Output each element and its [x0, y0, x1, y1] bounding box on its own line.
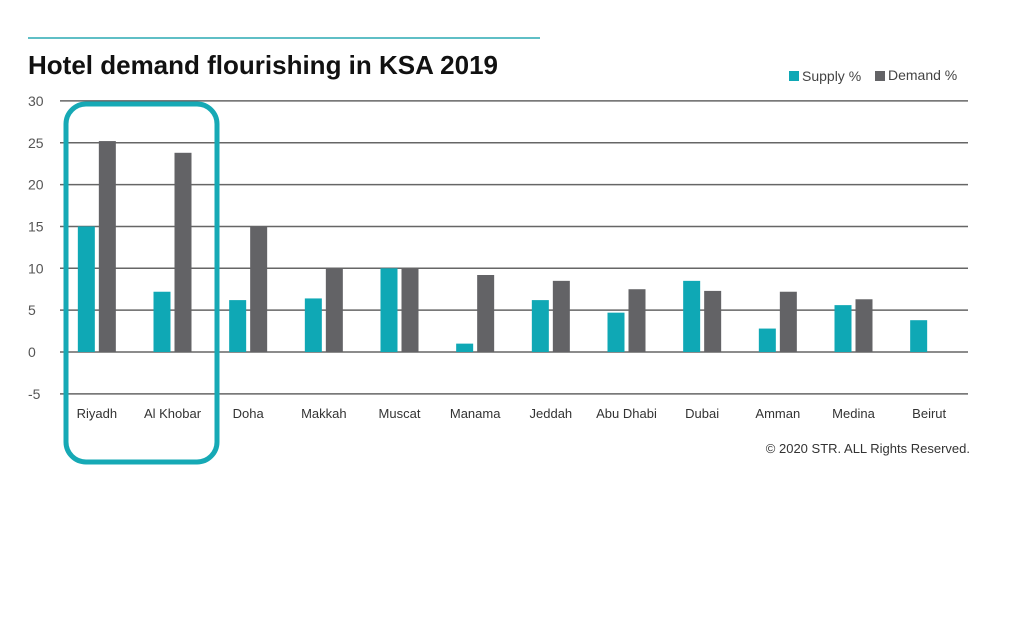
y-tick-label: 5 [28, 302, 36, 318]
bar-demand-amman [779, 291, 797, 352]
bar-supply-doha [229, 300, 247, 352]
x-tick-label: Muscat [379, 406, 421, 421]
bar-demand-medina [855, 299, 873, 352]
x-tick-label: Amman [755, 406, 800, 421]
bar-demand-abu-dhabi [628, 289, 646, 352]
x-tick-label: Abu Dhabi [596, 406, 657, 421]
x-tick-label: Al Khobar [144, 406, 202, 421]
legend-swatch-demand [875, 71, 885, 81]
bar-supply-makkah [304, 298, 322, 352]
bar-demand-jeddah [552, 280, 570, 352]
bar-supply-abu-dhabi [607, 312, 625, 352]
bar-supply-muscat [380, 268, 398, 352]
bar-supply-manama [456, 343, 474, 352]
legend: Supply % Demand % [789, 67, 957, 84]
y-tick-label: 25 [28, 135, 44, 151]
bar-demand-makkah [325, 268, 343, 352]
bar-supply-medina [834, 305, 852, 352]
bar-demand-manama [477, 274, 495, 352]
copyright-note: © 2020 STR. ALL Rights Reserved. [766, 441, 970, 456]
y-tick-label: 30 [28, 93, 44, 109]
bar-supply-jeddah [531, 300, 549, 352]
highlight-box [63, 101, 220, 465]
x-tick-label: Jeddah [530, 406, 573, 421]
bar-demand-doha [250, 226, 268, 352]
bar-demand-dubai [704, 290, 722, 352]
bar-demand-al-khobar [174, 152, 192, 352]
bar-supply-dubai [683, 280, 701, 352]
x-tick-label: Doha [233, 406, 265, 421]
x-tick-label: Manama [450, 406, 501, 421]
bar-supply-amman [758, 328, 776, 352]
y-tick-label: 0 [28, 344, 36, 360]
legend-label-supply: Supply % [802, 68, 861, 84]
chart-title: Hotel demand flourishing in KSA 2019 [28, 50, 498, 80]
bar-supply-al-khobar [153, 291, 171, 352]
x-tick-label: Riyadh [77, 406, 117, 421]
y-tick-label: 15 [28, 218, 44, 234]
legend-label-demand: Demand % [888, 67, 957, 83]
legend-swatch-supply [789, 71, 799, 81]
y-tick-label: 20 [28, 177, 44, 193]
x-tick-label: Beirut [912, 406, 946, 421]
bar-demand-riyadh [98, 141, 116, 352]
bar-supply-beirut [910, 320, 928, 352]
bar-demand-muscat [401, 268, 419, 352]
bar-supply-riyadh [77, 226, 95, 352]
x-tick-label: Makkah [301, 406, 347, 421]
y-tick-label: -5 [28, 386, 41, 402]
x-tick-label: Medina [832, 406, 875, 421]
x-tick-label: Dubai [685, 406, 719, 421]
y-tick-label: 10 [28, 260, 44, 276]
